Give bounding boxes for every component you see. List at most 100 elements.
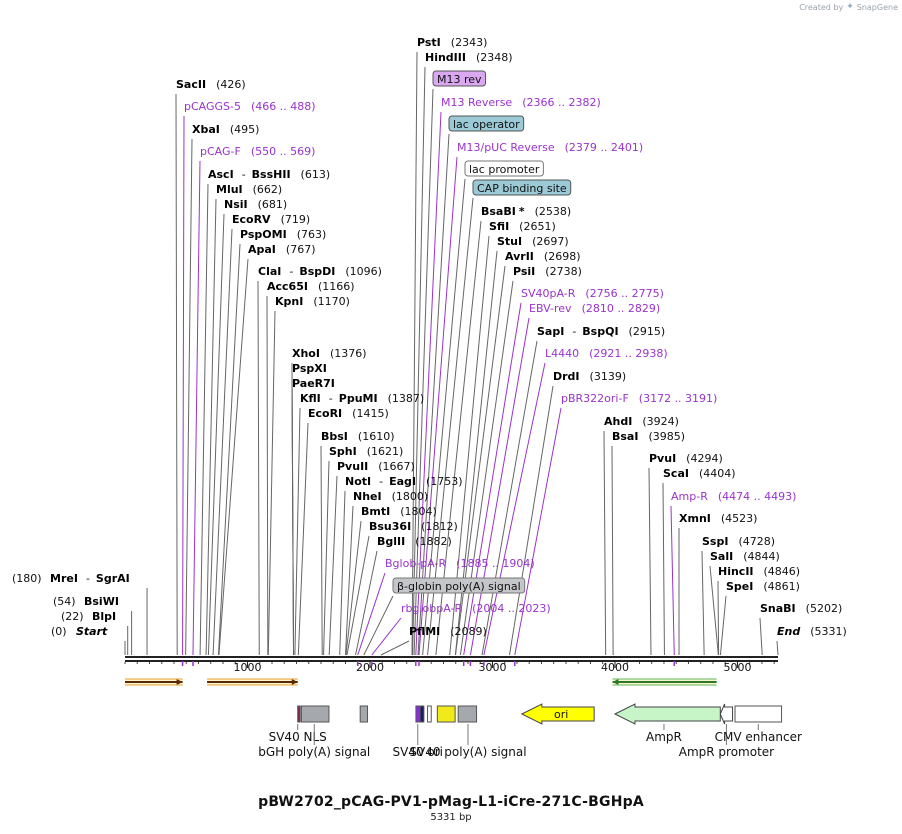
site-label-xbai[interactable]: XbaI (495) [192,123,259,136]
site-label-bsiwi[interactable]: BsiWI (54) [53,595,119,608]
plasmid-length: 5331 bp [430,812,472,823]
orf-arrowhead [291,679,298,685]
site-position: (4861) [763,580,800,593]
site-label-sali[interactable]: SalI (4844) [710,550,780,563]
site-label-sapi[interactable]: SapI - BspQI (2915) [537,325,665,338]
site-label-bsabi[interactable]: BsaBI * (2538) [481,205,571,218]
feature-track: ori [297,703,783,725]
site-label-asci[interactable]: AscI - BssHII (613) [208,168,330,181]
site-position: (2697) [532,235,569,248]
site-label-cap-binding-site[interactable]: CAP binding site [472,179,572,196]
site-label-pvuii[interactable]: PvuII (1667) [337,460,415,473]
site-label-avrii[interactable]: AvrII (2698) [505,250,580,263]
site-label-ahdi[interactable]: AhdI (3924) [604,415,679,428]
site-label-sacii[interactable]: SacII (426) [176,78,246,91]
site-label-xhoi[interactable]: XhoI (1376) [292,347,367,360]
site-label-m13-reverse[interactable]: M13 Reverse (2366 .. 2382) [441,96,601,109]
site-label-rbglobpa-r[interactable]: rbglobpA-R (2004 .. 2023) [401,602,551,615]
site-label-psti[interactable]: PstI (2343) [417,36,487,49]
leader-line [267,310,276,656]
site-label-snabi[interactable]: SnaBI (5202) [760,602,842,615]
leader-line [212,228,233,656]
site-label-start[interactable]: Start (0) [51,625,108,638]
leader-line [413,88,434,656]
site-label-sphi[interactable]: SphI (1621) [329,445,403,458]
enzyme-name: SalI [710,550,733,563]
site-position: (2004 .. 2023) [472,602,551,615]
leader-line [339,490,346,656]
site-label-l4440[interactable]: L4440 (2921 .. 2938) [545,347,668,360]
site-position: (1812) [421,520,458,533]
site-position: (1376) [330,347,367,360]
site-label-lac-promoter[interactable]: lac promoter [464,160,544,177]
site-label-m13-rev[interactable]: M13 rev [432,70,487,87]
site-label-nsii[interactable]: NsiI (681) [224,198,287,211]
leader-line [719,595,727,656]
enzyme-name: XhoI [292,347,320,360]
site-position: (1610) [358,430,395,443]
site-label-ecorv[interactable]: EcoRV (719) [232,213,310,226]
site-label-clai[interactable]: ClaI - BspDI (1096) [258,265,382,278]
feature-caption: SV40 ori [392,745,443,759]
feature-sv40-poly-a-signal [457,705,478,723]
enzyme-name: KpnI [275,295,303,308]
site-label-bmti[interactable]: BmtI (1804) [361,505,437,518]
leader-line [514,407,562,656]
site-label-nhei[interactable]: NheI (1800) [353,490,428,503]
site-label-sv40pa-r[interactable]: SV40pA-R (2756 .. 2775) [521,287,664,300]
leader-line [418,156,458,656]
leader-line [701,550,705,656]
enzyme-name: ClaI [258,265,281,278]
feature-tag-box [432,70,487,87]
site-label-spei[interactable]: SpeI (4861) [726,580,800,593]
site-label-blpi[interactable]: BlpI (22) [61,610,116,623]
site-label-pcag-f[interactable]: pCAG-F (550 .. 569) [200,145,315,158]
site-label-pbr322ori-f[interactable]: pBR322ori-F (3172 .. 3191) [561,392,717,405]
site-label-bglob-pa-r[interactable]: Bglob-pA-R (1885 .. 1904) [385,557,535,570]
site-label-bsai[interactable]: BsaI (3985) [612,430,685,443]
feature-caption: AmpR [646,730,682,744]
site-label-ecori[interactable]: EcoRI (1415) [308,407,389,420]
site-label-pflmi[interactable]: PflMI (2089) [409,625,487,638]
site-label-end[interactable]: End (5331) [777,625,847,638]
site-label-bsu36i[interactable]: Bsu36I (1812) [369,520,458,533]
site-label-xmni[interactable]: XmnI (4523) [679,512,757,525]
site-label-acc65i[interactable]: Acc65I (1166) [267,280,355,293]
site-label-noti[interactable]: NotI - EagI (1753) [345,475,463,488]
enzyme-name: XbaI [192,123,220,136]
site-label-pvui[interactable]: PvuI (4294) [649,452,723,465]
site-label-sfii[interactable]: SfiI (2651) [489,220,556,233]
site-label-kpni[interactable]: KpnI (1170) [275,295,350,308]
primer-name: M13/pUC Reverse [457,141,555,154]
site-label-stui[interactable]: StuI (2697) [497,235,569,248]
site-label-pspomi[interactable]: PspOMI (763) [240,228,326,241]
site-label-mlui[interactable]: MluI (662) [216,183,282,196]
enzyme-name: PspXI [292,362,327,375]
site-label-hincii[interactable]: HincII (4846) [718,565,800,578]
site-label-m13-puc-reverse[interactable]: M13/pUC Reverse (2379 .. 2401) [457,141,643,154]
site-label-amp-r[interactable]: Amp-R (4474 .. 4493) [671,490,796,503]
site-label--globin-poly-a-signal[interactable]: β-globin poly(A) signal [392,577,526,594]
site-position: (2089) [450,625,487,638]
site-label-mrei[interactable]: MreI - SgrAI (180) [12,572,130,585]
site-label-bbsi[interactable]: BbsI (1610) [321,430,394,443]
site-label-hindiii[interactable]: HindIII (2348) [425,51,513,64]
site-label-lac-operator[interactable]: lac operator [448,115,525,132]
leader-line [469,317,530,656]
site-label-pcaggs-5[interactable]: pCAGGS-5 (466 .. 488) [184,100,316,113]
site-label-sspi[interactable]: SspI (4728) [702,535,775,548]
site-label-apai[interactable]: ApaI (767) [248,243,316,256]
site-position: (4844) [743,550,780,563]
site-label-bglii[interactable]: BglII (1882) [377,535,452,548]
site-label-scai[interactable]: ScaI (4404) [663,467,736,480]
site-label-pspxi[interactable]: PspXI [292,362,327,375]
site-label-ebv-rev[interactable]: EBV-rev (2810 .. 2829) [529,302,660,315]
site-label-paer7i[interactable]: PaeR7I [292,377,335,390]
leader-line [417,133,450,656]
leader-line [185,138,193,656]
site-label-drdi[interactable]: DrdI (3139) [553,370,626,383]
site-label-kfli[interactable]: KflI - PpuMI (1387) [300,392,424,405]
site-label-psii[interactable]: PsiI (2738) [513,265,582,278]
primer-name: Bglob-pA-R [385,557,447,570]
enzyme-name: XmnI [679,512,711,525]
